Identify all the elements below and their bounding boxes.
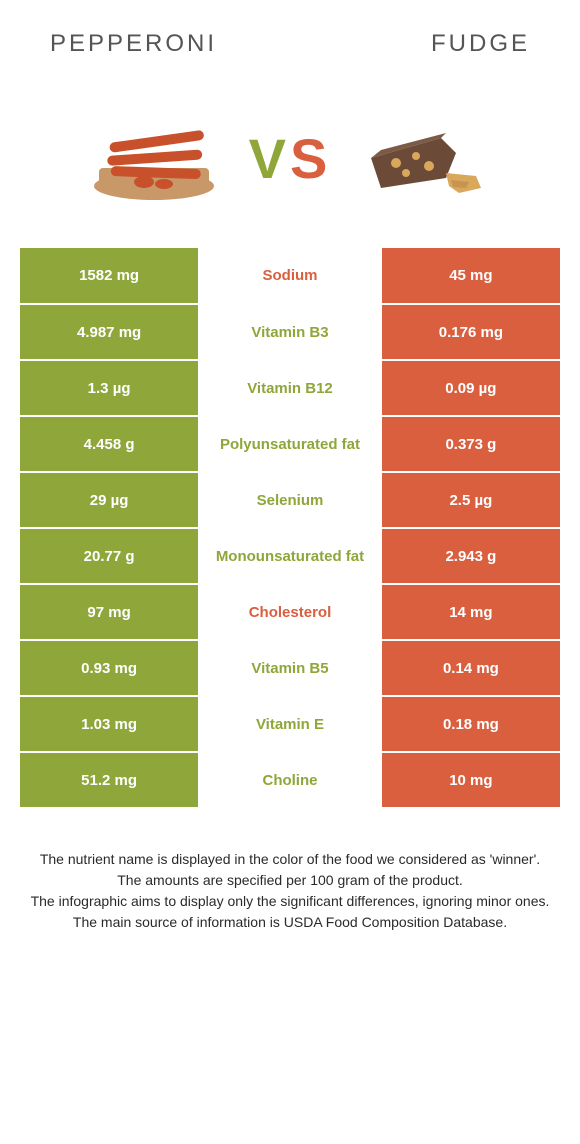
vs-v: V	[249, 127, 290, 190]
nutrient-name: Selenium	[198, 472, 382, 528]
value-right: 0.176 mg	[382, 304, 560, 360]
nutrient-name: Cholesterol	[198, 584, 382, 640]
footer-line-2: The amounts are specified per 100 gram o…	[30, 870, 550, 891]
footer-line-1: The nutrient name is displayed in the co…	[30, 849, 550, 870]
value-left: 4.987 mg	[20, 304, 198, 360]
value-left: 97 mg	[20, 584, 198, 640]
table-row: 4.987 mgVitamin B30.176 mg	[20, 304, 560, 360]
value-left: 4.458 g	[20, 416, 198, 472]
table-row: 51.2 mgCholine10 mg	[20, 752, 560, 808]
food-left-title: PEPPERONI	[50, 30, 217, 58]
value-right: 2.5 µg	[382, 472, 560, 528]
table-row: 1.03 mgVitamin E0.18 mg	[20, 696, 560, 752]
vs-label: VS	[249, 126, 332, 191]
value-left: 20.77 g	[20, 528, 198, 584]
table-row: 97 mgCholesterol14 mg	[20, 584, 560, 640]
value-right: 0.18 mg	[382, 696, 560, 752]
food-right-title: FUDGE	[431, 30, 530, 58]
table-row: 20.77 gMonounsaturated fat2.943 g	[20, 528, 560, 584]
value-left: 1.03 mg	[20, 696, 198, 752]
fudge-image	[351, 108, 491, 208]
comparison-header: PEPPERONI FUDGE	[20, 20, 560, 88]
nutrient-name: Choline	[198, 752, 382, 808]
value-right: 0.373 g	[382, 416, 560, 472]
value-right: 0.14 mg	[382, 640, 560, 696]
value-left: 1.3 µg	[20, 360, 198, 416]
value-left: 29 µg	[20, 472, 198, 528]
nutrient-name: Vitamin B12	[198, 360, 382, 416]
footer-line-4: The main source of information is USDA F…	[30, 912, 550, 933]
value-left: 1582 mg	[20, 248, 198, 304]
value-right: 10 mg	[382, 752, 560, 808]
table-row: 29 µgSelenium2.5 µg	[20, 472, 560, 528]
table-row: 1582 mgSodium45 mg	[20, 248, 560, 304]
pepperoni-image	[89, 108, 229, 208]
nutrient-table: 1582 mgSodium45 mg4.987 mgVitamin B30.17…	[20, 248, 560, 809]
nutrient-name: Vitamin E	[198, 696, 382, 752]
vs-section: VS	[20, 88, 560, 248]
vs-s: S	[290, 127, 331, 190]
table-row: 0.93 mgVitamin B50.14 mg	[20, 640, 560, 696]
value-right: 0.09 µg	[382, 360, 560, 416]
nutrient-name: Vitamin B3	[198, 304, 382, 360]
footer-line-3: The infographic aims to display only the…	[30, 891, 550, 912]
nutrient-name: Sodium	[198, 248, 382, 304]
value-left: 0.93 mg	[20, 640, 198, 696]
value-right: 2.943 g	[382, 528, 560, 584]
nutrient-name: Vitamin B5	[198, 640, 382, 696]
table-row: 1.3 µgVitamin B120.09 µg	[20, 360, 560, 416]
footer-notes: The nutrient name is displayed in the co…	[20, 809, 560, 933]
nutrient-name: Monounsaturated fat	[198, 528, 382, 584]
nutrient-name: Polyunsaturated fat	[198, 416, 382, 472]
value-right: 45 mg	[382, 248, 560, 304]
value-left: 51.2 mg	[20, 752, 198, 808]
table-row: 4.458 gPolyunsaturated fat0.373 g	[20, 416, 560, 472]
value-right: 14 mg	[382, 584, 560, 640]
